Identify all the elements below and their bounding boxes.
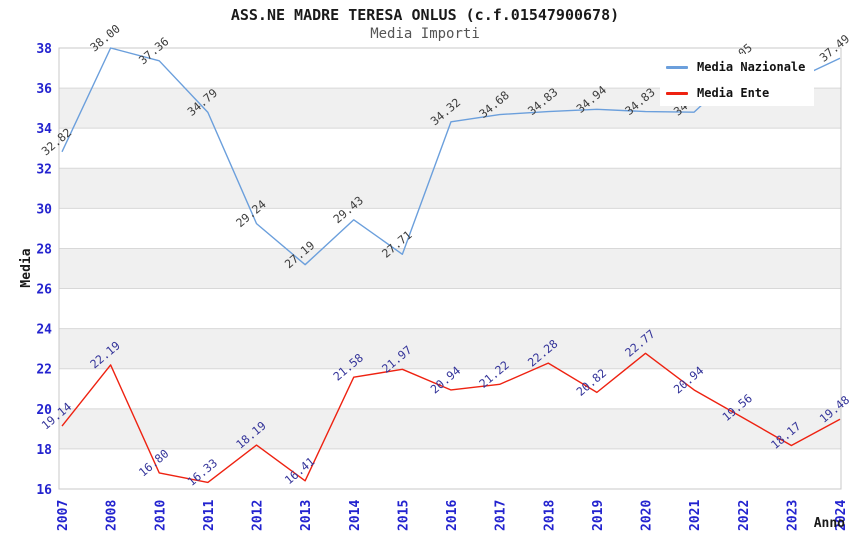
plot-border	[58, 47, 842, 490]
x-tick-label: 2024	[834, 500, 849, 531]
y-tick-label: 22	[36, 363, 52, 378]
x-tick-label: 2010	[153, 500, 168, 531]
x-tick-label: 2023	[785, 500, 800, 531]
x-tick-label: 2007	[56, 500, 71, 531]
data-label: 37.36	[136, 34, 172, 67]
x-tick-label: 2012	[251, 500, 266, 531]
y-tick-label: 26	[36, 283, 52, 298]
legend-item-media-ente: Media Ente	[666, 82, 814, 104]
y-tick-label: 34	[36, 122, 52, 137]
x-axis-title: Anno	[814, 516, 845, 531]
y-tick-label: 28	[36, 242, 52, 257]
x-tick-label: 2015	[396, 500, 411, 531]
x-axis-ticks: 2007 2008 2010 2011 2012 2013 2014 2015 2016 2017…	[56, 500, 849, 531]
plot-band	[59, 168, 841, 209]
x-tick-label: 2011	[202, 500, 217, 531]
plot-bands	[59, 88, 841, 449]
chart-subtitle: Media Importi	[370, 26, 480, 42]
data-label: 16.41	[282, 454, 318, 487]
x-tick-label: 2017	[494, 500, 509, 531]
y-axis-ticks: 16 18 20 22 24 26 28 30 32 34 36 38	[36, 42, 52, 498]
legend-item-media-nazionale: Media Nazionale	[666, 56, 814, 78]
x-tick-label: 2022	[737, 500, 752, 531]
y-tick-label: 30	[36, 202, 52, 217]
plot-band	[59, 328, 841, 369]
series-line	[61, 352, 841, 484]
x-tick-label: 2013	[299, 500, 314, 531]
x-tick-label: 2014	[348, 500, 363, 531]
y-tick-label: 38	[36, 42, 52, 57]
legend-label-ente: Media Ente	[697, 86, 770, 100]
x-tick-label: 2018	[542, 500, 557, 531]
x-tick-label: 2008	[105, 500, 120, 531]
plot-band	[59, 408, 841, 449]
chart-legend: Media Nazionale Media Ente	[660, 54, 814, 106]
x-tick-label: 2016	[445, 500, 460, 531]
y-tick-label: 24	[36, 323, 52, 338]
y-tick-label: 18	[36, 443, 52, 458]
y-tick-label: 20	[36, 403, 52, 418]
chart-title: ASS.NE MADRE TERESA ONLUS (c.f.015479006…	[230, 6, 620, 24]
legend-swatch-nazionale-icon	[666, 65, 688, 69]
x-tick-label: 2019	[591, 500, 606, 531]
x-tick-label: 2021	[688, 500, 703, 531]
y-tick-label: 16	[36, 483, 52, 498]
plot-band	[59, 248, 841, 289]
y-axis-title: Media	[19, 248, 34, 287]
y-tick-label: 32	[36, 162, 52, 177]
legend-label-nazionale: Media Nazionale	[697, 60, 806, 74]
y-tick-label: 36	[36, 82, 52, 97]
data-label: 16.33	[185, 456, 221, 489]
legend-swatch-ente-icon	[666, 91, 688, 95]
x-tick-label: 2020	[640, 500, 655, 531]
